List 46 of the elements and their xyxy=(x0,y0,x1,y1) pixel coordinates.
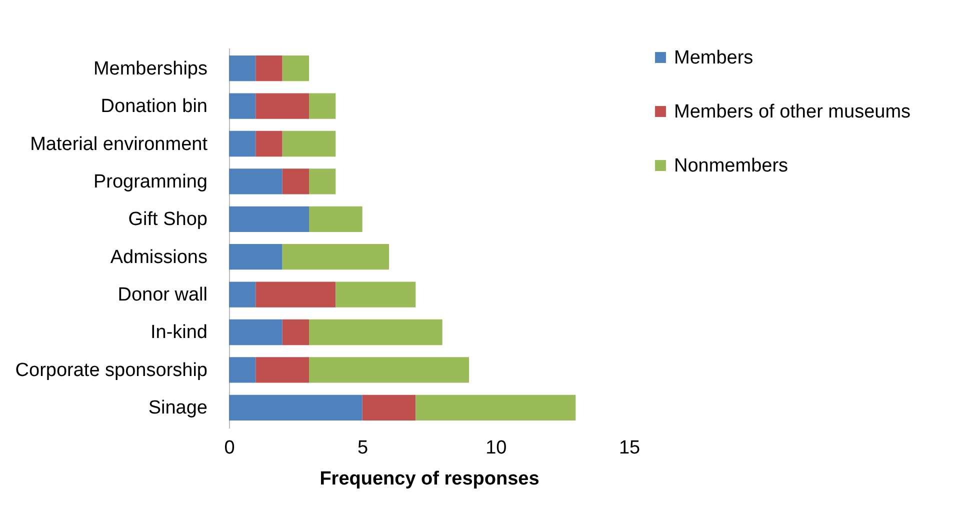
y-tick-label: Memberships xyxy=(93,58,208,80)
y-tick-label: Corporate sponsorship xyxy=(15,360,208,381)
legend-label: Nonmembers xyxy=(674,156,788,176)
bar xyxy=(282,130,336,157)
y-tick-label: In-kind xyxy=(150,322,208,344)
bar xyxy=(229,93,256,119)
bar xyxy=(256,282,336,308)
bar xyxy=(336,282,416,308)
bar xyxy=(282,168,309,194)
bar xyxy=(256,357,309,383)
bar xyxy=(282,244,389,270)
x-tick-label: 15 xyxy=(618,438,640,458)
y-tick-label: Material environment xyxy=(30,134,208,155)
bar xyxy=(362,394,416,420)
bar xyxy=(229,130,256,157)
bar xyxy=(416,394,576,420)
bar xyxy=(256,93,309,119)
bar xyxy=(229,357,256,383)
y-tick-label: Gift Shop xyxy=(128,209,208,230)
legend-label: Members of other museums xyxy=(674,102,911,122)
bar xyxy=(229,206,309,232)
y-tick-label: Donor wall xyxy=(118,284,208,306)
y-tick-label: Admissions xyxy=(110,246,208,268)
bar xyxy=(229,168,282,194)
bar xyxy=(309,206,362,232)
bar xyxy=(229,56,256,82)
bar xyxy=(309,319,442,346)
y-tick-label: Programming xyxy=(93,171,208,192)
bar xyxy=(256,56,282,82)
bar xyxy=(229,282,256,308)
x-tick-label: 5 xyxy=(358,438,368,458)
bar xyxy=(309,168,336,194)
bar xyxy=(282,56,309,82)
bar xyxy=(229,244,282,270)
y-tick-label: Sinage xyxy=(148,398,208,419)
bar xyxy=(309,93,336,119)
x-tick-label: 10 xyxy=(486,438,507,458)
legend-label: Members xyxy=(674,48,754,68)
y-tick-label: Donation bin xyxy=(100,96,208,118)
x-tick-label: 0 xyxy=(224,438,235,458)
bar xyxy=(229,319,282,346)
bar xyxy=(282,319,309,346)
x-axis-title: Frequency of responses xyxy=(320,468,540,490)
bar xyxy=(256,130,282,157)
bar xyxy=(229,394,362,420)
bar xyxy=(309,357,469,383)
